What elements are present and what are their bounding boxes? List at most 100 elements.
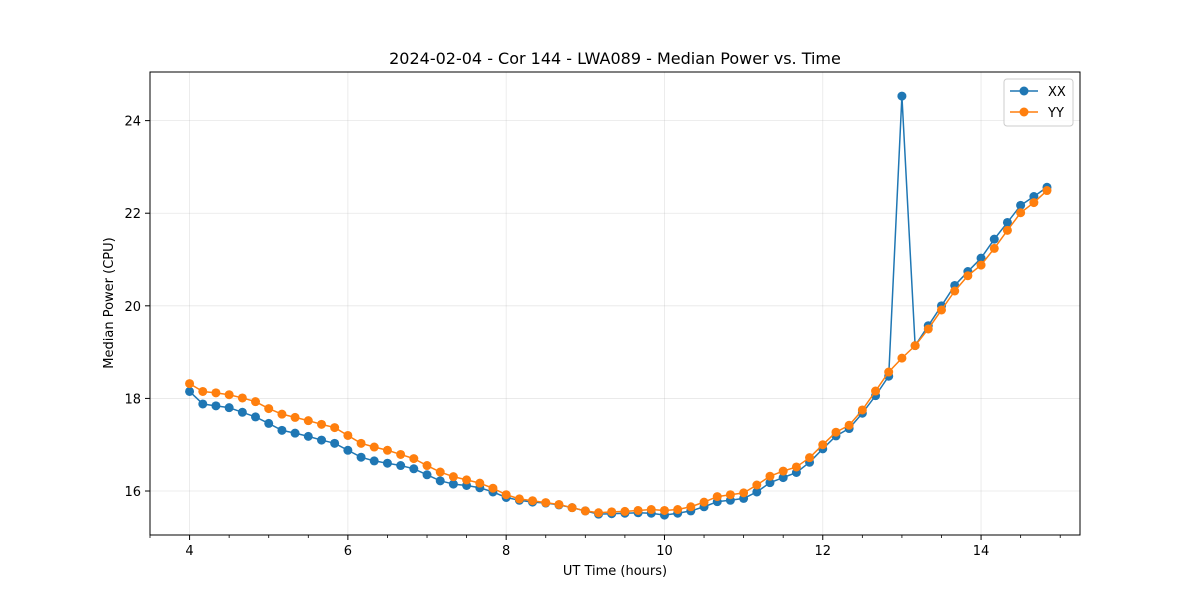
data-point-yy <box>475 478 485 488</box>
data-point-xx <box>343 445 353 455</box>
data-point-yy <box>963 271 973 281</box>
data-point-yy <box>264 404 274 414</box>
data-point-xx <box>290 428 300 438</box>
x-tick-label: 14 <box>973 544 990 559</box>
data-point-yy <box>501 490 511 500</box>
data-point-xx <box>277 425 287 435</box>
data-point-yy <box>462 475 472 485</box>
y-axis-label: Median Power (CPU) <box>102 237 117 368</box>
legend-marker-xx <box>1019 86 1029 96</box>
data-point-xx <box>752 487 762 497</box>
data-point-yy <box>290 412 300 422</box>
data-point-yy <box>686 502 696 512</box>
data-point-xx <box>422 470 432 480</box>
data-point-yy <box>884 367 894 377</box>
data-point-yy <box>580 506 590 516</box>
data-point-yy <box>382 445 392 455</box>
data-point-yy <box>198 386 208 396</box>
data-point-yy <box>396 449 406 459</box>
data-point-yy <box>211 388 221 398</box>
x-axis-label: UT Time (hours) <box>563 564 667 579</box>
y-tick-label: 24 <box>124 115 141 130</box>
data-point-yy <box>725 490 735 500</box>
data-point-yy <box>989 243 999 253</box>
grid <box>150 72 1080 535</box>
data-point-yy <box>514 494 524 504</box>
legend-label-xx: XX <box>1048 85 1066 100</box>
data-point-yy <box>224 390 234 400</box>
data-point-xx <box>211 401 221 411</box>
data-point-yy <box>356 438 366 448</box>
data-point-yy <box>673 505 683 515</box>
data-point-yy <box>448 472 458 482</box>
data-point-yy <box>857 405 867 415</box>
data-point-yy <box>343 430 353 440</box>
data-point-yy <box>818 440 828 450</box>
data-point-yy <box>752 480 762 490</box>
data-point-xx <box>976 253 986 263</box>
data-point-yy <box>1002 225 1012 235</box>
data-point-xx <box>396 461 406 471</box>
data-point-yy <box>659 505 669 515</box>
y-tick-label: 22 <box>124 207 141 222</box>
data-point-xx <box>185 386 195 396</box>
data-point-yy <box>1042 186 1052 196</box>
data-point-yy <box>805 453 815 463</box>
data-point-xx <box>317 435 327 445</box>
data-point-xx <box>897 91 907 101</box>
data-point-xx <box>778 473 788 483</box>
data-point-yy <box>778 466 788 476</box>
data-point-xx <box>330 438 340 448</box>
data-point-xx <box>356 452 366 462</box>
data-point-yy <box>871 386 881 396</box>
data-point-yy <box>950 286 960 296</box>
data-point-yy <box>409 454 419 464</box>
ticks: 4 6 8 10 12 14 16 18 20 22 24 <box>124 115 1061 559</box>
data-point-yy <box>620 506 630 516</box>
data-point-xx <box>237 407 247 417</box>
series-layer <box>185 91 1052 520</box>
data-point-yy <box>976 260 986 270</box>
data-point-yy <box>1016 208 1026 218</box>
data-point-yy <box>594 508 604 518</box>
data-point-xx <box>1016 200 1026 210</box>
data-point-xx <box>369 456 379 466</box>
data-point-yy <box>897 353 907 363</box>
data-point-yy <box>923 324 933 334</box>
data-point-yy <box>712 492 722 502</box>
data-point-xx <box>251 412 261 422</box>
data-point-yy <box>910 341 920 351</box>
data-point-yy <box>251 397 261 407</box>
data-point-xx <box>224 403 234 413</box>
data-point-xx <box>303 431 313 441</box>
data-point-yy <box>739 488 749 498</box>
data-point-yy <box>330 423 340 433</box>
data-point-xx <box>989 234 999 244</box>
data-point-yy <box>317 419 327 429</box>
y-tick-label: 16 <box>124 485 141 500</box>
data-point-yy <box>554 499 564 509</box>
x-tick-label: 10 <box>656 544 673 559</box>
data-point-yy <box>541 498 551 508</box>
data-point-yy <box>1029 198 1039 208</box>
data-point-yy <box>435 467 445 477</box>
x-tick-label: 12 <box>814 544 831 559</box>
y-tick-label: 18 <box>124 392 141 407</box>
data-point-yy <box>422 461 432 471</box>
data-point-xx <box>1002 217 1012 227</box>
x-tick-label: 4 <box>185 544 193 559</box>
y-tick-label: 20 <box>124 300 141 315</box>
data-point-xx <box>264 418 274 428</box>
data-point-xx <box>409 464 419 474</box>
data-point-yy <box>633 505 643 515</box>
data-point-yy <box>488 483 498 493</box>
legend: XX YY <box>1003 78 1074 127</box>
data-point-xx <box>765 478 775 488</box>
data-point-yy <box>791 462 801 472</box>
data-point-yy <box>699 497 709 507</box>
plot-frame <box>149 71 1081 536</box>
data-point-yy <box>185 379 195 389</box>
data-point-yy <box>831 427 841 437</box>
data-point-xx <box>382 458 392 468</box>
x-tick-label: 6 <box>344 544 352 559</box>
